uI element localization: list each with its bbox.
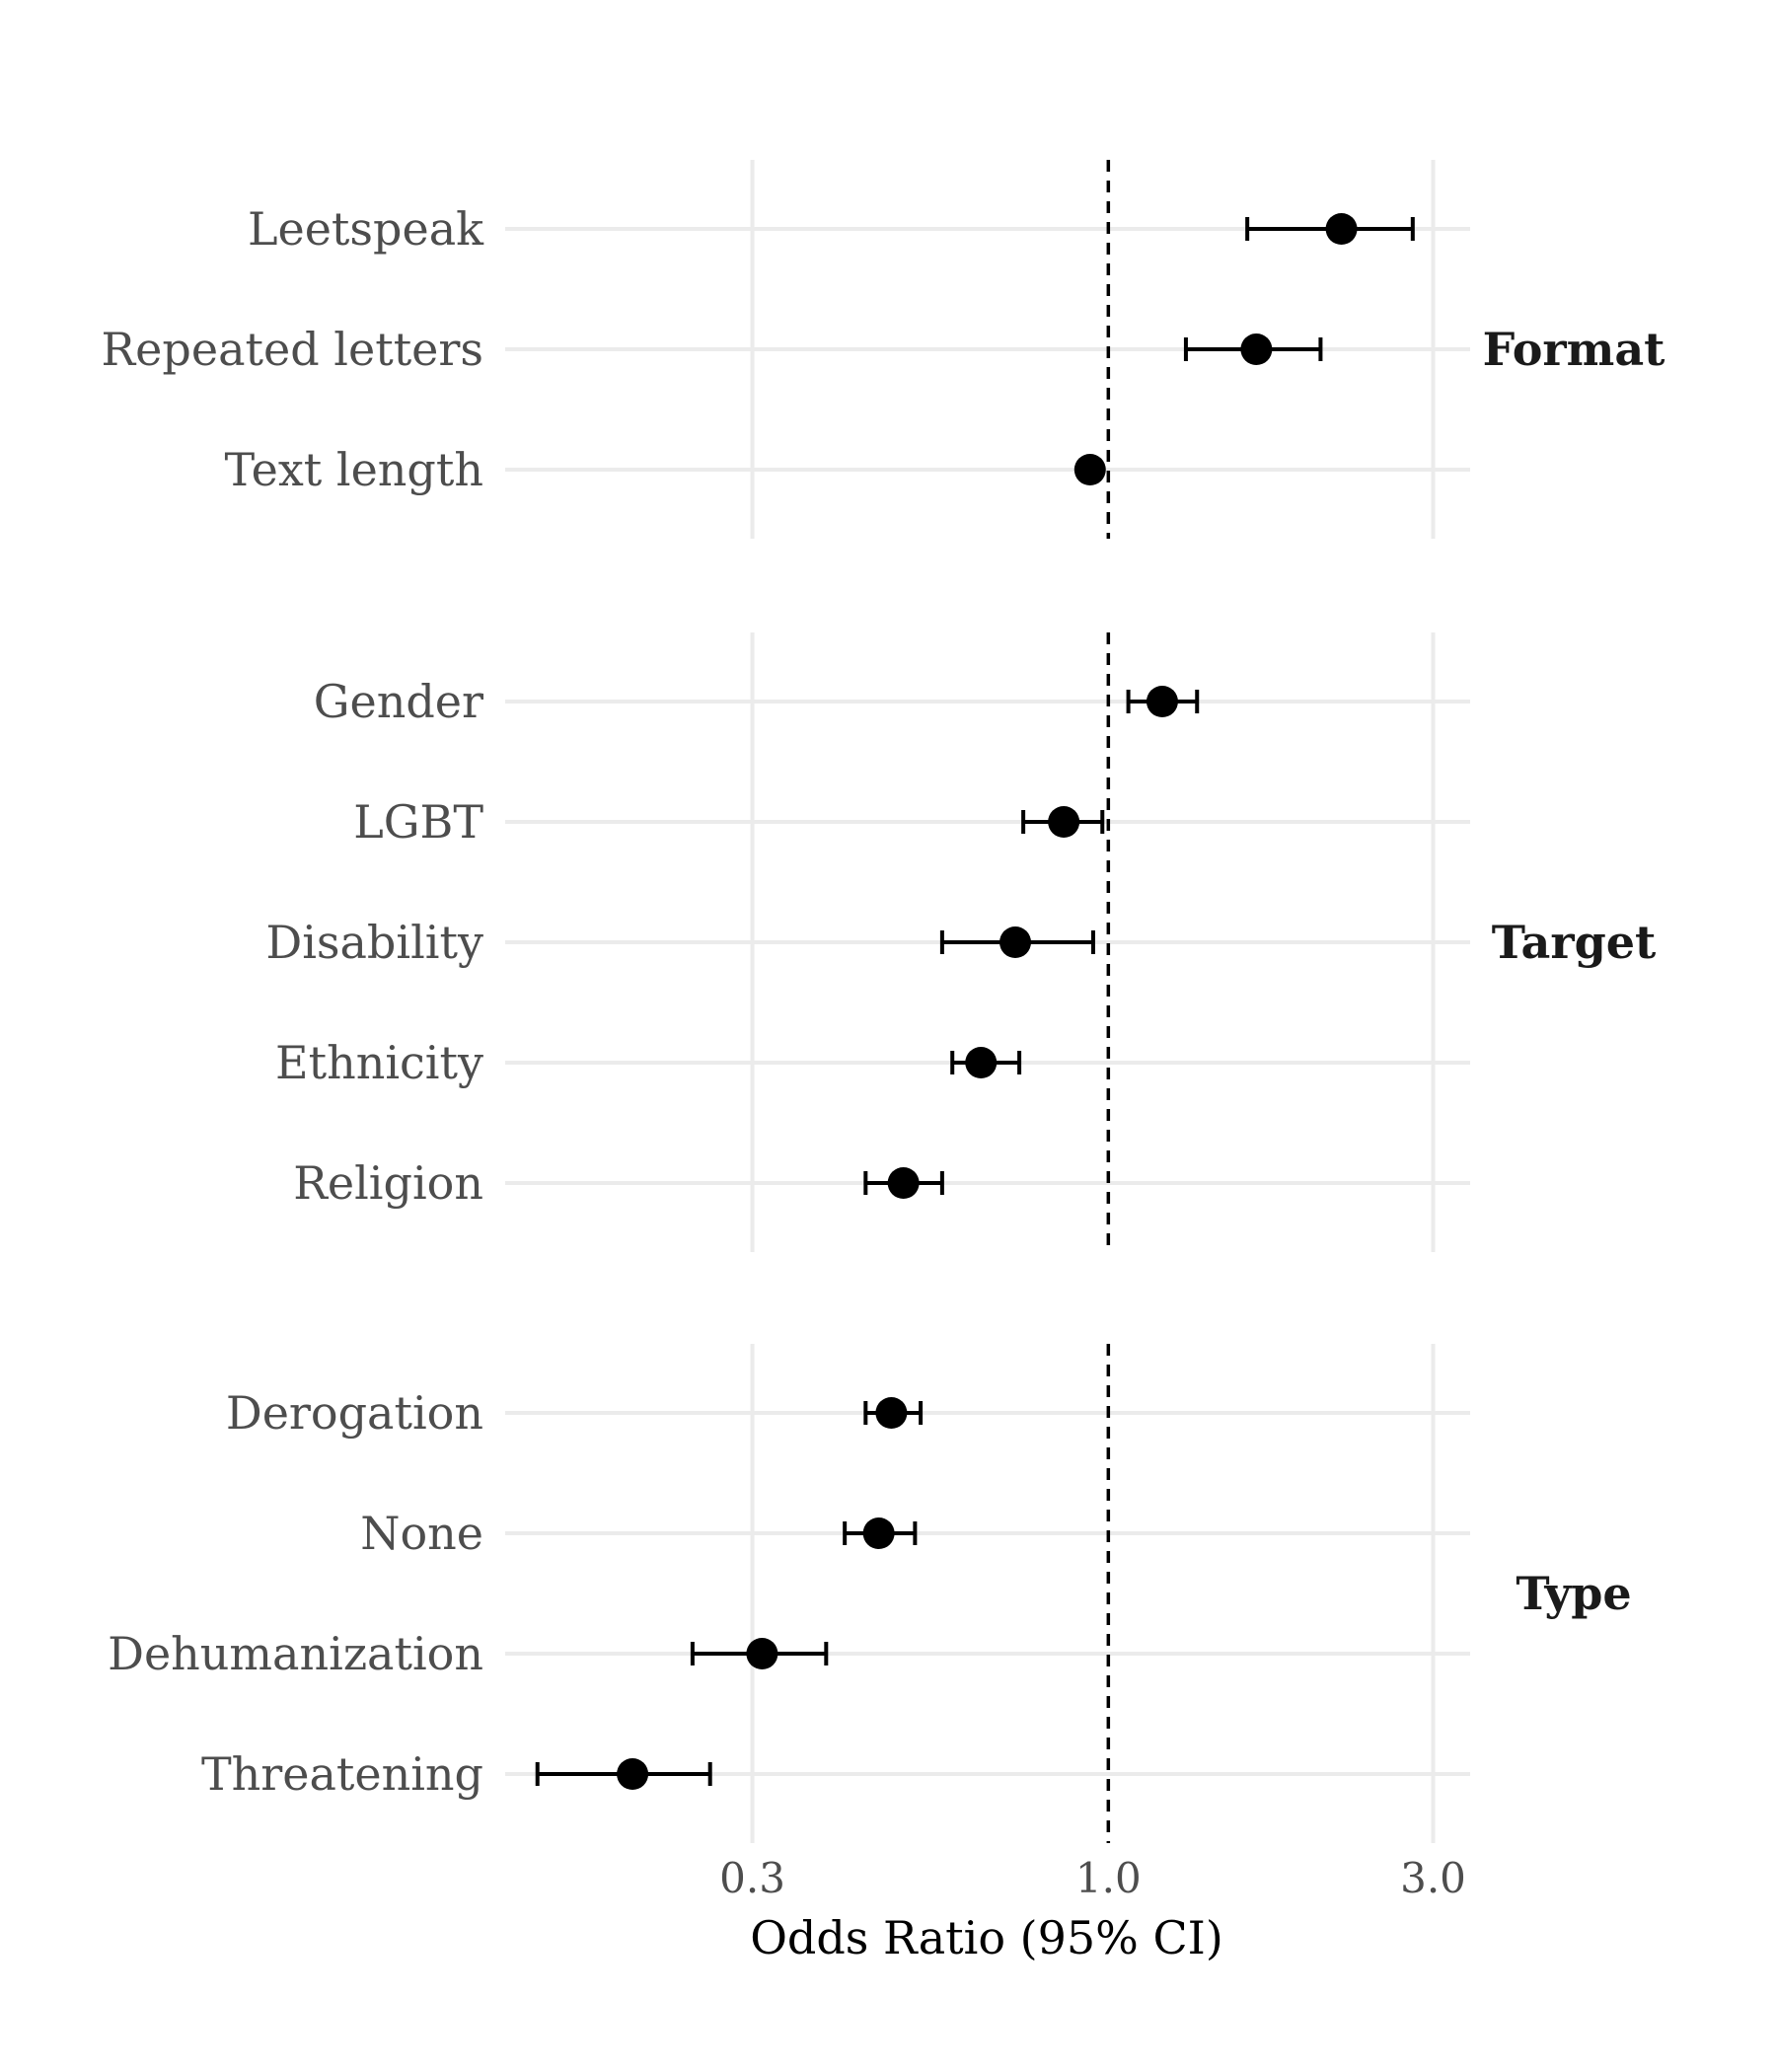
point-estimate — [746, 1638, 778, 1669]
category-label: Disability — [265, 916, 483, 969]
forest-row: Gender — [314, 675, 1200, 728]
forest-row: Repeated letters — [102, 323, 1323, 376]
point-estimate — [875, 1397, 908, 1429]
point-estimate — [1240, 333, 1273, 365]
point-estimate — [1146, 686, 1178, 717]
point-estimate — [1048, 806, 1080, 838]
category-label: Repeated letters — [102, 323, 483, 376]
point-estimate — [965, 1047, 998, 1078]
forest-row: Text length — [224, 443, 1106, 496]
forest-row: Derogation — [226, 1386, 924, 1440]
facet-label: Format — [1483, 323, 1666, 376]
facet-panel-type: Type Derogation None Dehumanization Threaten… — [108, 1344, 1632, 1843]
forest-row: Ethnicity — [275, 1036, 1022, 1089]
facet-panels: Format Leetspeak Repeated letters Text leng… — [102, 160, 1666, 1843]
forest-row: Threatening — [201, 1747, 712, 1801]
category-label: Religion — [293, 1156, 483, 1210]
point-estimate — [617, 1758, 649, 1790]
forest-row: Disability — [265, 916, 1095, 969]
forest-row: None — [360, 1507, 918, 1560]
point-estimate — [1073, 454, 1106, 485]
point-estimate — [999, 926, 1032, 958]
forest-row: Religion — [293, 1156, 944, 1210]
category-label: Text length — [224, 443, 483, 496]
category-label: Dehumanization — [108, 1627, 483, 1680]
facet-panel-target: Target Gender LGBT Disability Ethnicity Relig… — [265, 632, 1657, 1252]
point-estimate — [1325, 213, 1358, 245]
category-label: LGBT — [353, 795, 483, 849]
forest-row: Dehumanization — [108, 1627, 829, 1680]
x-tick-label: 1.0 — [1075, 1854, 1142, 1902]
x-tick-label: 0.3 — [719, 1854, 785, 1902]
facet-panel-format: Format Leetspeak Repeated letters Text leng… — [102, 160, 1666, 539]
category-label: Ethnicity — [275, 1036, 483, 1089]
x-tick-label: 3.0 — [1400, 1854, 1466, 1902]
forest-row: Leetspeak — [248, 202, 1415, 256]
category-label: Gender — [314, 675, 483, 728]
point-estimate — [862, 1517, 895, 1549]
category-label: Threatening — [201, 1747, 483, 1801]
category-label: Leetspeak — [248, 202, 484, 256]
category-label: Derogation — [226, 1386, 483, 1440]
x-axis: 0.3 1.0 3.0 — [719, 1854, 1466, 1902]
point-estimate — [887, 1167, 920, 1199]
facet-label: Type — [1516, 1567, 1631, 1620]
x-axis-title: Odds Ratio (95% CI) — [750, 1911, 1223, 1964]
forest-row: LGBT — [353, 795, 1105, 849]
category-label: None — [360, 1507, 483, 1560]
facet-label: Target — [1492, 916, 1657, 969]
